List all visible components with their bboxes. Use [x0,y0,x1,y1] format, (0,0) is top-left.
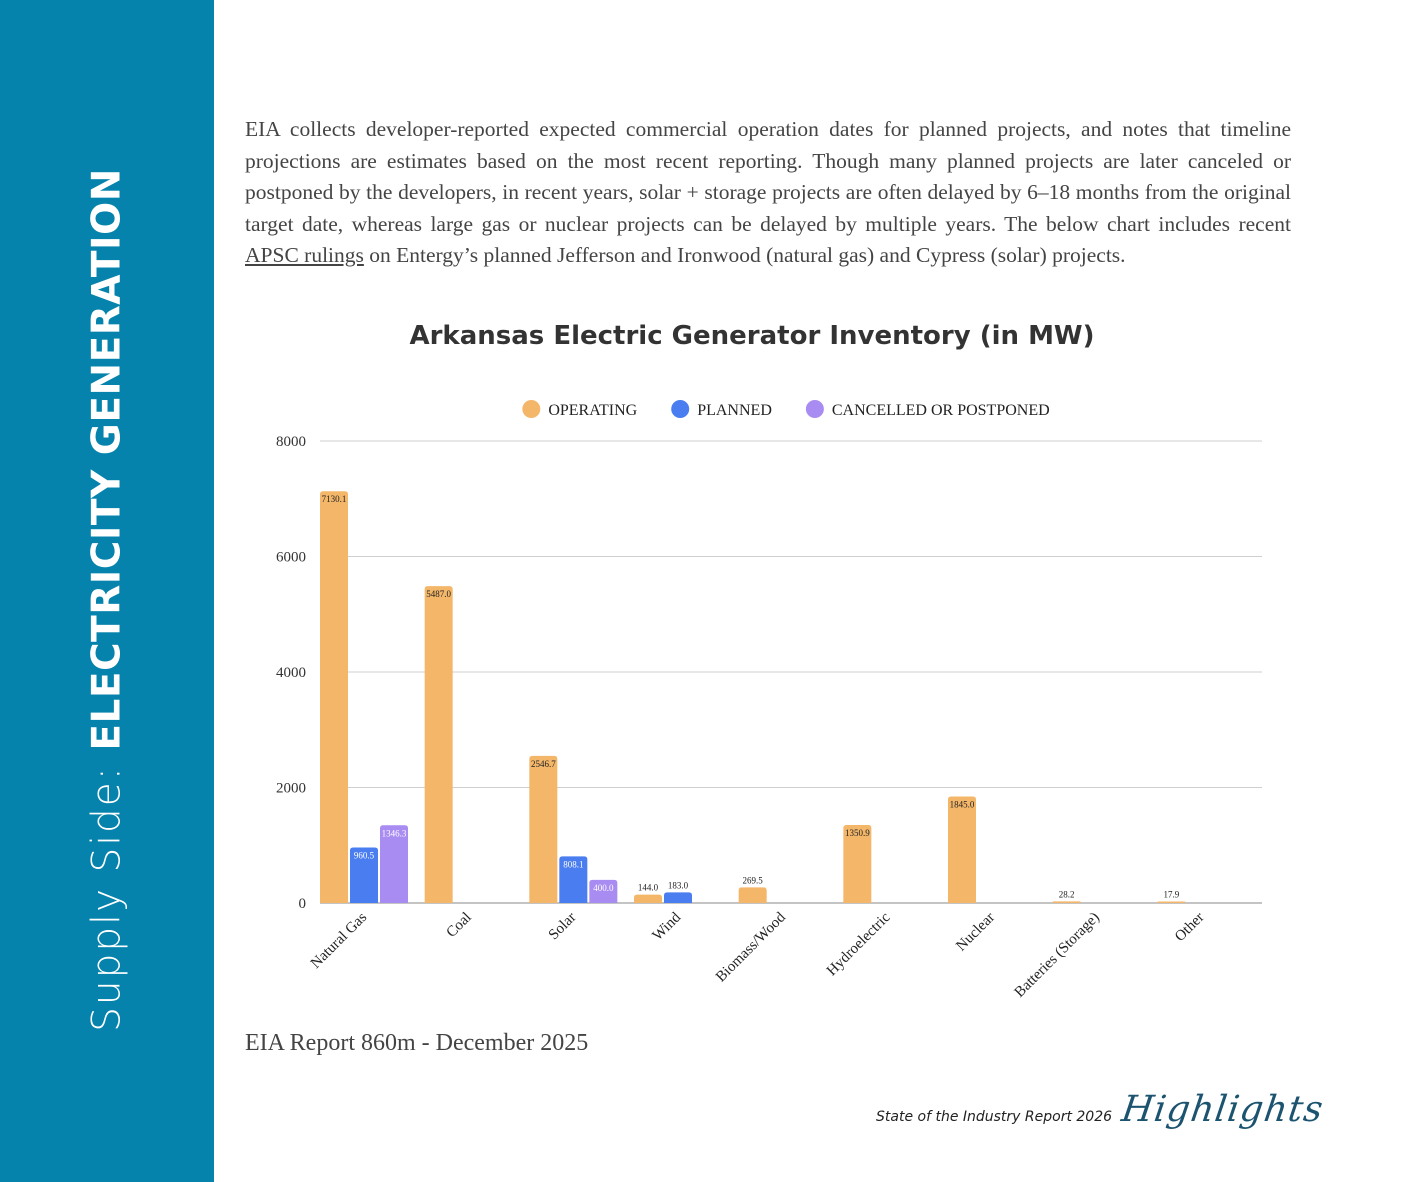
chart-title: Arkansas Electric Generator Inventory (i… [409,321,1094,351]
data-label: 1845.0 [950,799,975,809]
bar-batteries-storage-operating [1052,901,1081,903]
y-tick-label: 4000 [276,665,306,681]
data-label: 960.5 [354,851,375,861]
legend-label-cancelled-or-postponed: CANCELLED OR POSTPONED [832,402,1050,419]
data-label: 269.5 [743,875,764,885]
intro-text-2: on Entergy’s planned Jefferson and Ironw… [363,243,1126,267]
x-tick-label-wind: Wind [650,909,685,944]
x-tick-label-coal: Coal [443,910,474,941]
bar-hydroelectric-operating [843,824,872,903]
legend-label-planned: PLANNED [697,402,772,419]
footer-report-name: State of the Industry Report 2026 [876,1109,1113,1125]
intro-text-1: EIA collects developer-reported expected… [245,117,1291,236]
x-tick-label-other: Other [1172,910,1207,945]
legend-label-operating: OPERATING [548,402,637,419]
x-tick-label-batteries-storage: Batteries (Storage) [1012,910,1103,1001]
data-label: 1350.9 [845,828,870,838]
legend-marker-planned [671,400,690,418]
bar-solar-planned [559,856,588,903]
legend-marker-cancelled-or-postponed [805,400,824,418]
y-tick-label: 0 [299,896,307,912]
x-tick-label-natural-gas: Natural Gas [308,909,370,971]
bar-wind-planned [664,892,692,903]
data-label: 17.9 [1163,890,1179,900]
chart-x-labels: Natural Gas Coal Solar Wind Biomass/Wood Hydr… [308,909,1208,1000]
source-note: EIA Report 860m - December 2025 [245,1030,589,1056]
chart-grid: 0 2000 4000 6000 8000 [276,434,1262,912]
apsc-rulings-link[interactable]: APSC rulings [245,243,364,267]
legend-marker-operating [522,400,541,418]
x-tick-label-hydroelectric: Hydroelectric [824,909,894,979]
bar-solar-operating [529,755,558,903]
chart-legend: OPERATING PLANNED CANCELLED OR POSTPONED [522,400,1050,419]
data-label: 400.0 [593,883,614,893]
data-label: 1346.3 [382,828,407,838]
bar-natural-gas-operating [320,491,348,903]
bar-wind-operating [634,894,662,903]
data-label: 808.1 [563,859,583,869]
y-tick-label: 2000 [276,781,306,797]
chart-bars: 7130.1 960.5 1346.3 5487.0 2546.7 808.1 400.0 1… [320,491,1186,903]
x-tick-label-solar: Solar [546,910,580,944]
data-label: 7130.1 [322,494,347,504]
bar-coal-operating [424,586,453,903]
sidebar: Supply Side: ELECTRICITY GENERATION [0,0,214,1182]
data-label: 28.2 [1059,889,1075,899]
data-label: 144.0 [638,883,659,893]
bar-solar-cancelled-or-postponed [589,879,618,903]
bar-nuclear-operating [948,796,976,903]
bar-natural-gas-planned [350,847,378,903]
data-label: 5487.0 [426,589,451,599]
data-label: 183.0 [668,880,689,890]
x-tick-label-biomass-wood: Biomass/Wood [713,909,789,985]
intro-paragraph: EIA collects developer-reported expected… [245,114,1291,272]
bar-natural-gas-cancelled-or-postponed [380,825,408,903]
x-tick-label-nuclear: Nuclear [953,910,998,955]
bar-other-operating [1157,901,1186,903]
bar-biomass-wood-operating [738,887,767,903]
data-label: 2546.7 [531,759,556,769]
y-tick-label: 8000 [276,434,306,450]
y-tick-label: 6000 [276,550,306,566]
highlights-logo: Highlights [1119,1089,1327,1130]
